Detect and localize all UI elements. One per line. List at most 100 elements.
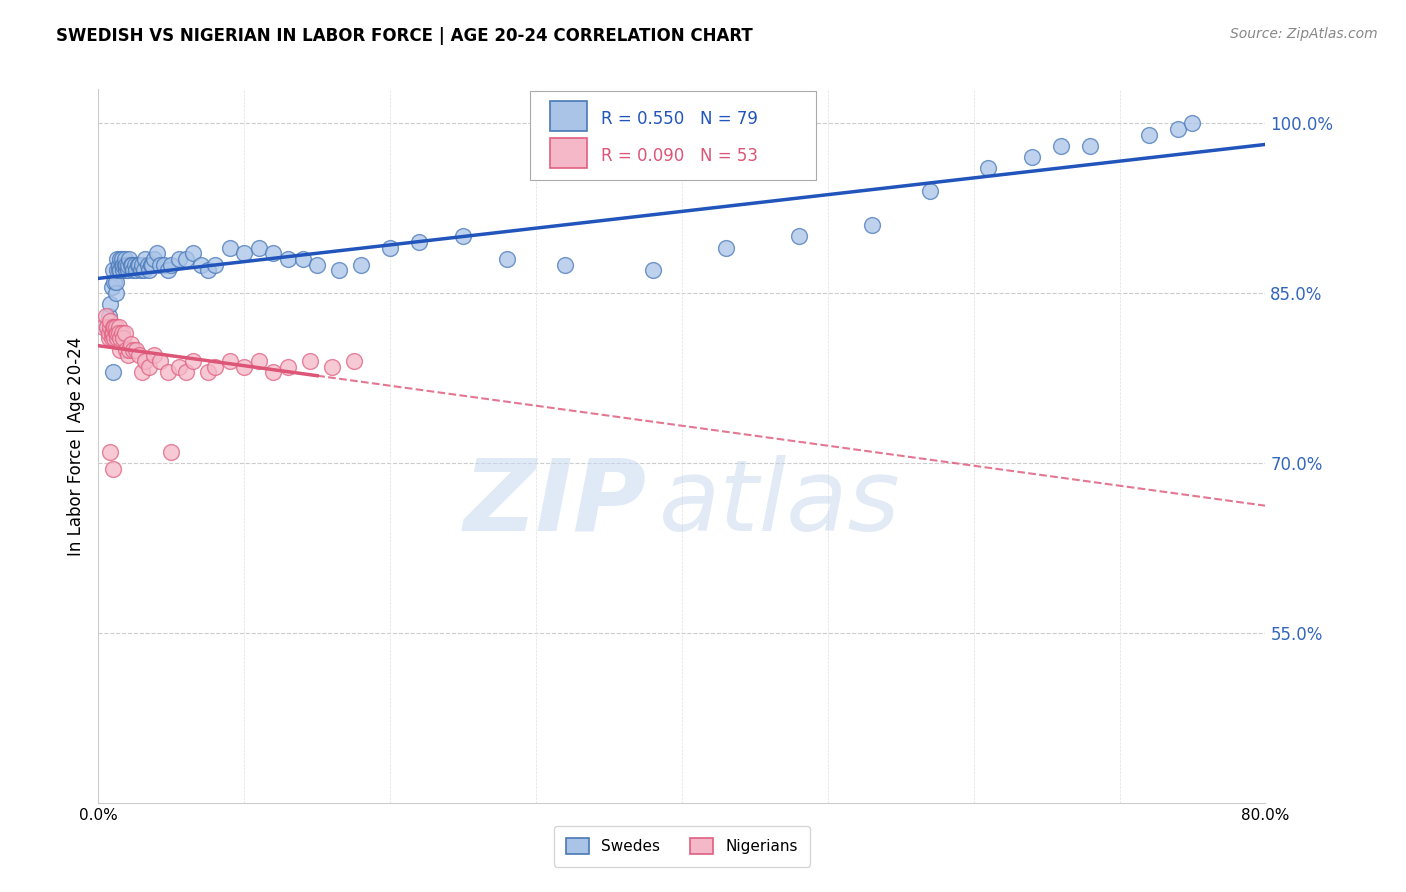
Point <box>118 343 141 357</box>
Point <box>277 359 299 374</box>
Point <box>103 275 125 289</box>
Point <box>120 258 142 272</box>
Point <box>111 258 134 272</box>
Point <box>496 252 519 266</box>
Legend: Swedes, Nigerians: Swedes, Nigerians <box>554 826 810 866</box>
Point <box>174 365 197 379</box>
Point <box>181 354 204 368</box>
Text: Source: ZipAtlas.com: Source: ZipAtlas.com <box>1230 27 1378 41</box>
Point <box>115 263 138 277</box>
Point <box>101 263 124 277</box>
Point <box>380 241 402 255</box>
Point <box>105 252 128 266</box>
Point <box>104 275 127 289</box>
FancyBboxPatch shape <box>550 102 588 131</box>
Point <box>111 326 134 340</box>
Point <box>787 229 810 244</box>
Point <box>197 365 219 379</box>
Point <box>108 326 131 340</box>
Point <box>204 359 226 374</box>
Point <box>129 263 152 277</box>
Point <box>641 263 664 277</box>
Point <box>110 343 132 357</box>
Point <box>117 258 139 272</box>
Point <box>138 359 160 374</box>
Point <box>128 348 150 362</box>
Point <box>97 331 120 345</box>
Point <box>110 263 132 277</box>
Point <box>247 241 270 255</box>
Point <box>127 258 149 272</box>
Point <box>451 229 474 244</box>
Point <box>121 258 143 272</box>
Point <box>94 309 117 323</box>
Point <box>122 263 145 277</box>
Point <box>139 258 162 272</box>
Point <box>138 263 160 277</box>
Point <box>101 320 124 334</box>
Point <box>307 258 329 272</box>
Point <box>98 444 121 458</box>
Point <box>190 258 212 272</box>
Point <box>101 326 124 340</box>
Point <box>408 235 430 249</box>
Point <box>105 326 128 340</box>
Point <box>554 258 576 272</box>
Point <box>114 258 136 272</box>
Point <box>118 252 141 266</box>
Y-axis label: In Labor Force | Age 20-24: In Labor Force | Age 20-24 <box>66 336 84 556</box>
Point <box>247 354 270 368</box>
Point <box>1050 138 1073 153</box>
Text: ZIP: ZIP <box>464 455 647 551</box>
Point <box>918 184 941 198</box>
Point <box>101 461 124 475</box>
Point <box>1137 128 1160 142</box>
Point <box>103 331 125 345</box>
Point <box>160 258 183 272</box>
Point <box>136 258 159 272</box>
Point <box>142 252 165 266</box>
Text: atlas: atlas <box>658 455 900 551</box>
Point <box>108 320 131 334</box>
Point <box>120 337 142 351</box>
Point <box>94 320 117 334</box>
Point <box>122 343 145 357</box>
Point <box>103 320 125 334</box>
Point <box>104 286 127 301</box>
Point <box>100 326 122 340</box>
Point <box>105 263 128 277</box>
Point <box>233 359 256 374</box>
Point <box>105 331 128 345</box>
Point <box>124 258 146 272</box>
Point <box>321 359 343 374</box>
Point <box>167 252 190 266</box>
Point <box>132 263 155 277</box>
Point <box>108 258 131 272</box>
Point <box>157 365 180 379</box>
Point <box>149 258 172 272</box>
Point <box>114 326 136 340</box>
Point <box>1080 138 1102 153</box>
Point <box>110 331 132 345</box>
Text: R = 0.090   N = 53: R = 0.090 N = 53 <box>602 147 758 165</box>
Point <box>96 320 118 334</box>
Point <box>1181 116 1204 130</box>
Point <box>110 252 132 266</box>
Text: R = 0.550   N = 79: R = 0.550 N = 79 <box>602 110 758 128</box>
Point <box>197 263 219 277</box>
Point <box>860 218 883 232</box>
Point <box>153 258 176 272</box>
Point <box>977 161 1000 176</box>
Point <box>91 320 114 334</box>
Point <box>101 365 124 379</box>
Text: SWEDISH VS NIGERIAN IN LABOR FORCE | AGE 20-24 CORRELATION CHART: SWEDISH VS NIGERIAN IN LABOR FORCE | AGE… <box>56 27 754 45</box>
Point <box>174 252 197 266</box>
Point <box>131 365 153 379</box>
Point <box>97 309 120 323</box>
Point <box>108 263 131 277</box>
Point <box>134 252 156 266</box>
Point <box>146 246 169 260</box>
Point <box>98 297 121 311</box>
Point <box>128 258 150 272</box>
Point <box>104 320 127 334</box>
